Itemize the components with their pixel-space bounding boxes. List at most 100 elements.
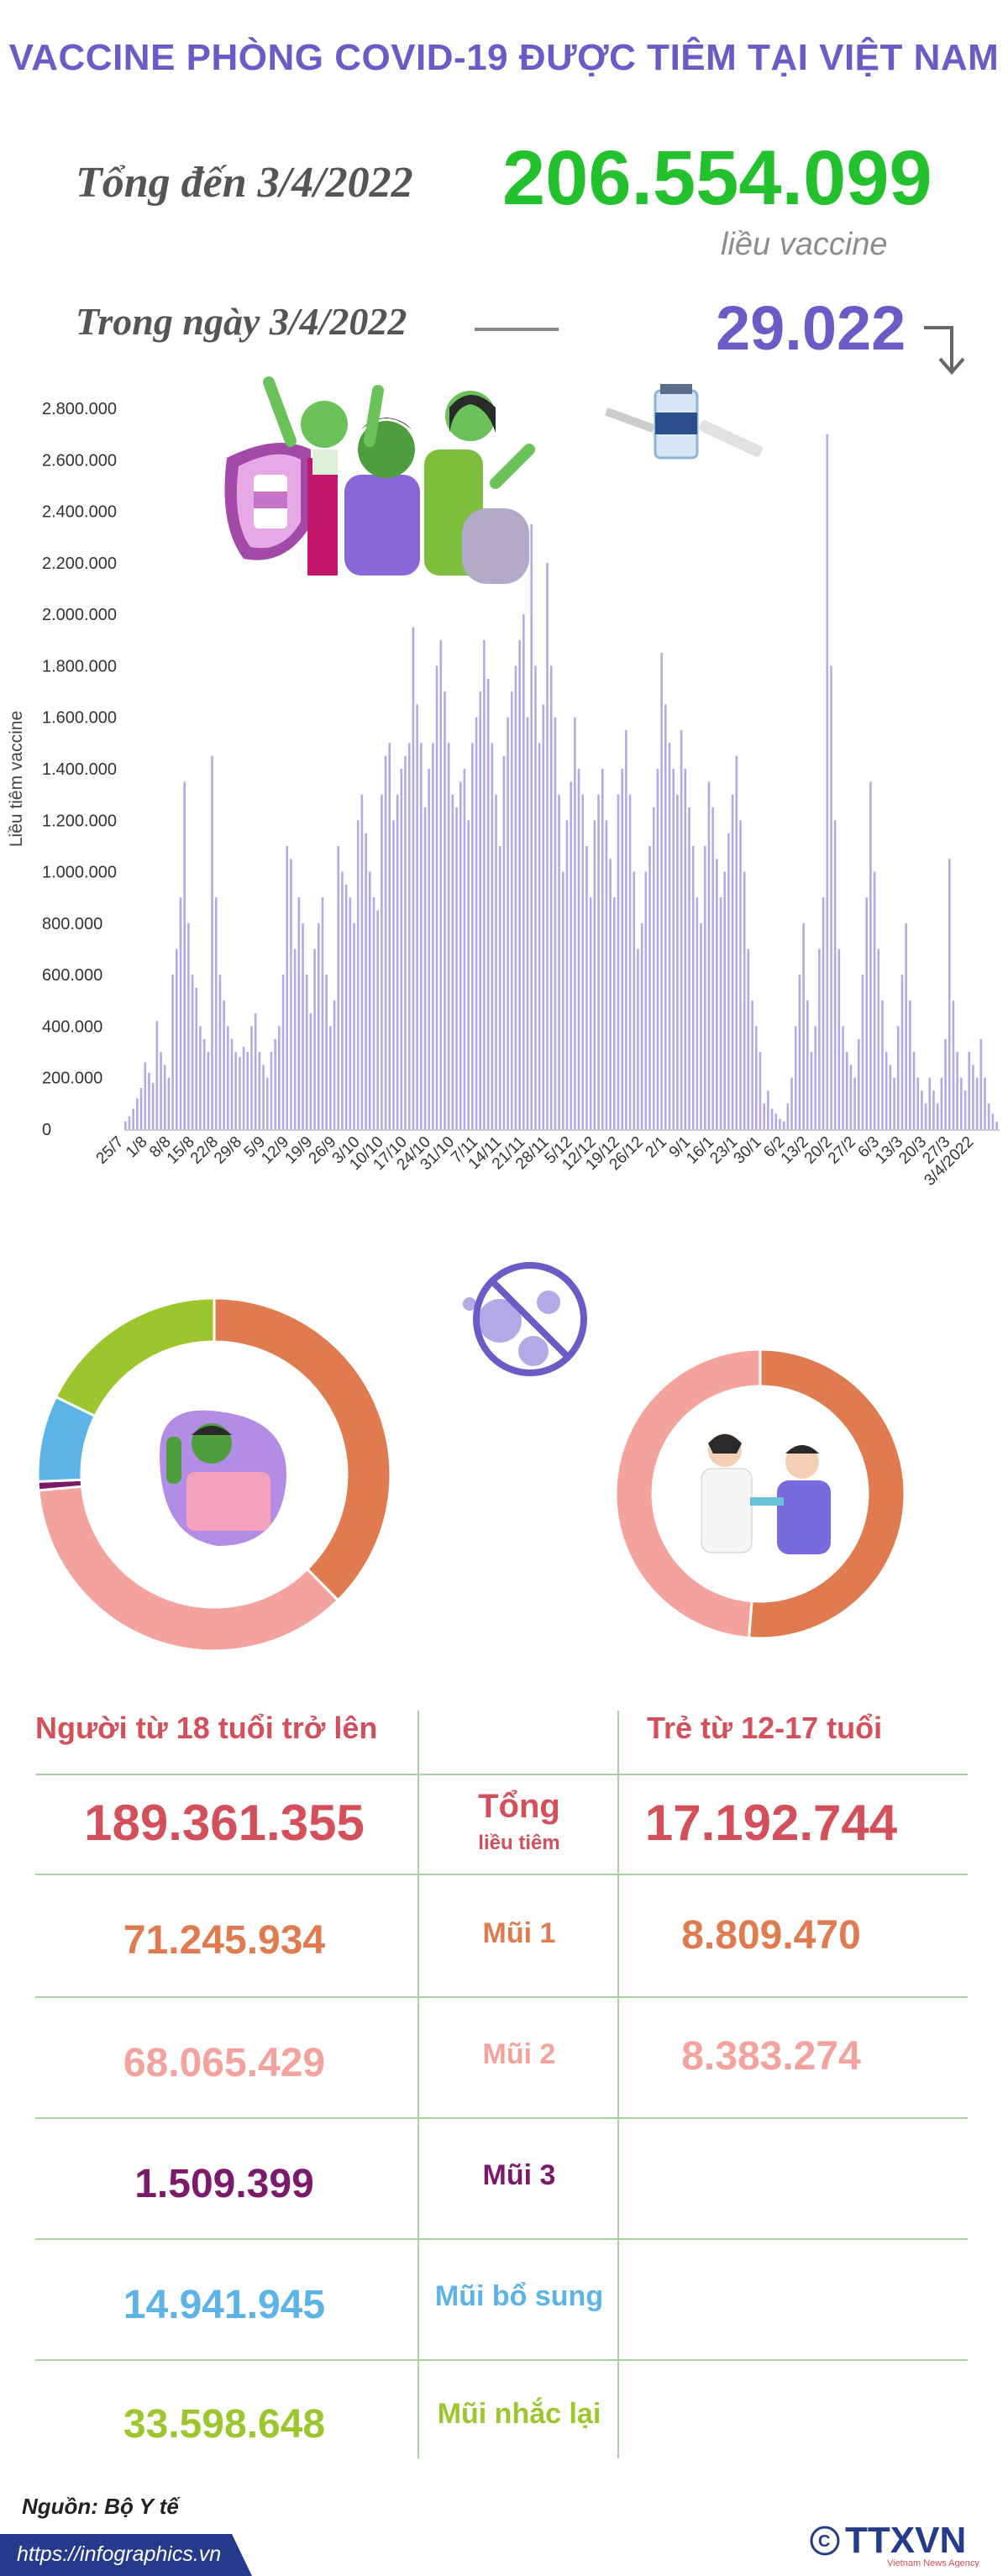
booster-dose-label: Mũi nhắc lại xyxy=(437,2398,601,2430)
bar xyxy=(372,897,375,1129)
bar xyxy=(849,1065,853,1129)
footer-bar xyxy=(0,2534,252,2576)
bar xyxy=(124,1121,127,1129)
bar xyxy=(239,1057,241,1129)
total-row-sublabel: liều tiêm xyxy=(478,1832,560,1854)
day-value: 29.022 xyxy=(716,293,906,363)
bar xyxy=(167,1077,171,1129)
bar xyxy=(439,639,443,1129)
adult-column-header: Người từ 18 tuổi trở lên xyxy=(35,1711,378,1745)
y-tick-label: 0 xyxy=(42,1121,51,1139)
bar xyxy=(344,884,348,1129)
bar xyxy=(317,923,320,1129)
child-dose1-value: 8.809.470 xyxy=(681,1913,861,1958)
bar xyxy=(739,820,742,1129)
day-label: Trong ngày 3/4/2022 xyxy=(76,300,407,343)
bar xyxy=(333,1000,336,1129)
bar xyxy=(826,434,829,1129)
bar xyxy=(471,743,474,1129)
bar xyxy=(601,769,604,1129)
bar xyxy=(936,1103,939,1129)
bar xyxy=(940,1077,943,1129)
x-tick-label: 25/7 xyxy=(93,1133,128,1168)
bar xyxy=(183,781,186,1129)
row-divider xyxy=(35,1774,968,1775)
bar xyxy=(613,897,616,1129)
bar xyxy=(948,859,951,1129)
bar xyxy=(139,1087,143,1129)
bar xyxy=(640,923,643,1129)
bar xyxy=(325,975,328,1129)
bar xyxy=(593,820,596,1129)
vaccination-scene-illustration xyxy=(701,1433,831,1554)
footer-link[interactable]: https://infographics.vn xyxy=(17,2542,222,2566)
donut-slice-dose2 xyxy=(614,1348,762,1640)
bar xyxy=(376,910,379,1129)
bar xyxy=(893,1077,895,1129)
bar xyxy=(589,897,592,1129)
bar xyxy=(191,975,194,1129)
bar xyxy=(842,1026,844,1129)
bar xyxy=(833,820,837,1129)
svg-text:TTXVN: TTXVN xyxy=(845,2520,966,2561)
bar xyxy=(716,859,718,1129)
no-virus-icon xyxy=(463,1262,587,1376)
bar xyxy=(577,769,580,1129)
donut-slice-booster xyxy=(54,1298,216,1418)
bar xyxy=(148,1072,150,1129)
bar xyxy=(743,871,746,1129)
vaccine-syringe-illustration xyxy=(605,384,763,460)
bar xyxy=(302,923,304,1129)
bar xyxy=(356,820,360,1129)
bar xyxy=(510,691,513,1129)
bar xyxy=(696,897,699,1129)
bar xyxy=(262,1065,265,1129)
bar xyxy=(960,1077,963,1129)
donut-slice-dose1 xyxy=(748,1348,906,1640)
bar xyxy=(814,1026,816,1129)
bar xyxy=(565,820,569,1129)
bar xyxy=(455,807,458,1129)
ttxvn-logo: C TTXVN Vietnam News Agency xyxy=(806,2517,991,2568)
bar xyxy=(428,769,430,1129)
bar xyxy=(297,897,301,1129)
bar xyxy=(507,717,509,1129)
y-tick-label: 1.600.000 xyxy=(42,709,117,728)
bar xyxy=(877,949,880,1129)
bar xyxy=(432,743,434,1129)
y-tick-label: 400.000 xyxy=(42,1017,102,1036)
bar xyxy=(731,794,734,1129)
bar xyxy=(155,1021,159,1129)
bar xyxy=(916,1077,920,1129)
bar xyxy=(830,665,832,1129)
connector-line xyxy=(475,328,559,331)
bar xyxy=(546,562,549,1129)
bar xyxy=(869,781,872,1129)
bar xyxy=(270,1052,273,1129)
bar xyxy=(995,1122,998,1129)
total-unit: liều vaccine xyxy=(721,227,888,262)
bar xyxy=(349,897,352,1129)
bar xyxy=(660,653,663,1129)
bar xyxy=(727,833,730,1129)
adult-dose2-value: 68.065.429 xyxy=(123,2041,326,2085)
bar xyxy=(703,845,706,1129)
x-tick-label: 30/1 xyxy=(731,1133,765,1168)
bar xyxy=(227,1026,229,1129)
bar xyxy=(751,1000,753,1129)
bar xyxy=(656,769,659,1129)
bar xyxy=(711,807,714,1129)
bar xyxy=(558,794,560,1129)
bar xyxy=(404,755,407,1129)
bar xyxy=(392,820,395,1129)
bar xyxy=(644,871,648,1129)
bar xyxy=(802,923,805,1129)
y-tick-label: 1.400.000 xyxy=(42,760,117,779)
bar xyxy=(321,897,324,1129)
bar xyxy=(881,1000,884,1129)
bar xyxy=(160,1052,162,1129)
child-column-header: Trẻ từ 12-17 tuổi xyxy=(647,1711,883,1745)
bar xyxy=(526,717,529,1129)
y-tick-label: 2.800.000 xyxy=(42,400,117,418)
x-tick-label: 1/8 xyxy=(123,1133,151,1162)
